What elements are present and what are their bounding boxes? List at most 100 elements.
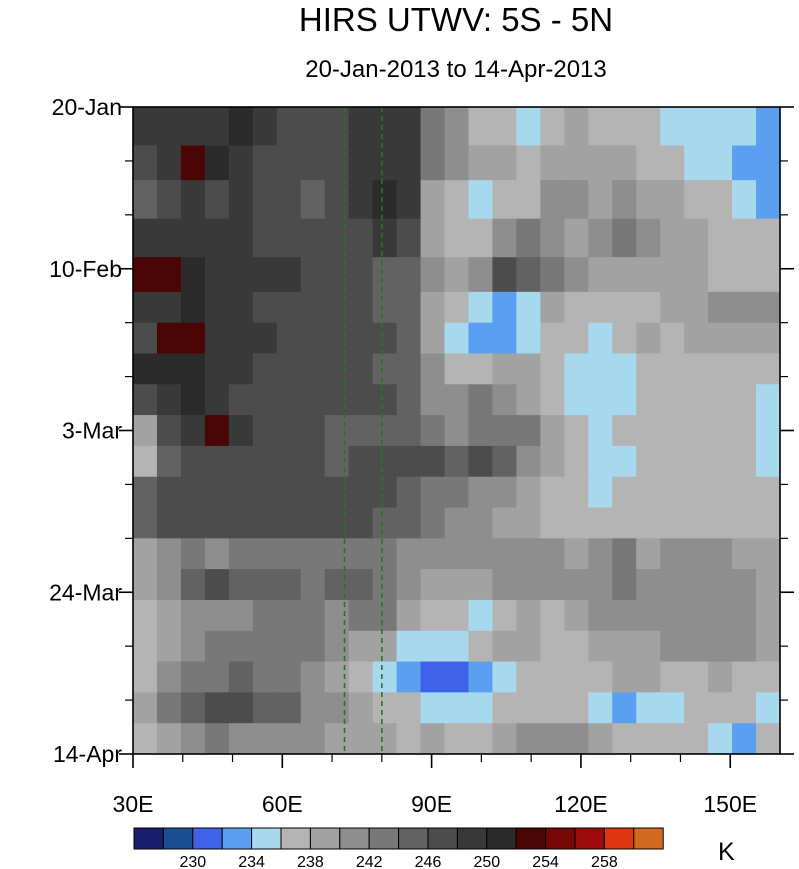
- heatmap-cell: [372, 476, 398, 509]
- heatmap-cell: [180, 599, 206, 632]
- heatmap-cell: [684, 599, 709, 632]
- heatmap-cell: [660, 180, 685, 220]
- heatmap-cell: [300, 445, 326, 478]
- heatmap-cell: [228, 507, 254, 539]
- heatmap-cell: [588, 692, 613, 724]
- heatmap-cell: [516, 145, 541, 181]
- heatmap-cell: [444, 291, 470, 324]
- heatmap-cell: [156, 723, 182, 754]
- heatmap-cell: [228, 180, 254, 220]
- heatmap-cell: [492, 384, 517, 416]
- x-tick-label: 120E: [554, 791, 608, 817]
- heatmap-cell: [684, 107, 709, 147]
- heatmap-cell: [732, 569, 757, 601]
- colorbar-label: 258: [591, 854, 618, 869]
- heatmap-cell: [732, 445, 757, 478]
- heatmap-cell: [180, 180, 206, 220]
- heatmap-cell: [276, 257, 302, 293]
- heatmap-cell: [228, 723, 254, 754]
- heatmap-cell: [756, 291, 780, 324]
- heatmap-cell: [756, 723, 780, 754]
- heatmap-cell: [708, 723, 733, 754]
- heatmap-cell: [636, 180, 661, 220]
- heatmap-cell: [372, 145, 398, 181]
- heatmap-cell: [516, 538, 541, 570]
- heatmap-cell: [540, 692, 565, 724]
- heatmap-cell: [660, 107, 685, 147]
- heatmap-cell: [540, 630, 565, 663]
- heatmap-cell: [420, 353, 446, 385]
- heatmap-cell: [300, 476, 326, 509]
- heatmap-cell: [133, 599, 158, 632]
- heatmap-cell: [636, 384, 661, 416]
- heatmap-cell: [444, 445, 470, 478]
- heatmap-cell: [444, 107, 470, 147]
- heatmap-cell: [564, 353, 589, 385]
- heatmap-cell: [180, 218, 206, 258]
- heatmap-cell: [492, 180, 517, 220]
- heatmap-cell: [252, 291, 278, 324]
- heatmap-cell: [684, 723, 709, 754]
- heatmap-cell: [636, 692, 661, 724]
- heatmap-cell: [300, 415, 326, 447]
- heatmap-cell: [372, 353, 398, 385]
- heatmap-cell: [228, 384, 254, 416]
- heatmap-cell: [252, 145, 278, 181]
- heatmap-cell: [492, 218, 517, 258]
- heatmap-cell: [300, 723, 326, 754]
- heatmap-cell: [468, 476, 494, 509]
- heatmap-cell: [444, 322, 470, 355]
- colorbar-swatch: [368, 827, 400, 850]
- y-tick-label: 20-Jan: [52, 94, 122, 120]
- heatmap-cell: [348, 145, 374, 181]
- heatmap-cell: [396, 145, 422, 181]
- heatmap-cell: [180, 257, 206, 293]
- heatmap-cell: [204, 107, 230, 147]
- heatmap-cell: [612, 322, 637, 355]
- heatmap-cell: [300, 630, 326, 663]
- heatmap-cell: [756, 107, 780, 147]
- heatmap-cell: [396, 630, 422, 663]
- heatmap-cell: [588, 569, 613, 601]
- heatmap-cell: [660, 445, 685, 478]
- heatmap-cell: [300, 353, 326, 385]
- heatmap-cell: [708, 630, 733, 663]
- heatmap-cell: [420, 415, 446, 447]
- heatmap-cell: [348, 630, 374, 663]
- heatmap-cell: [420, 476, 446, 509]
- heatmap-cell: [612, 538, 637, 570]
- heatmap-cell: [732, 476, 757, 509]
- heatmap-cell: [252, 569, 278, 601]
- heatmap-cell: [468, 353, 494, 385]
- heatmap-cell: [156, 569, 182, 601]
- heatmap-cell: [564, 218, 589, 258]
- heatmap-cell: [516, 384, 541, 416]
- colorbar-label: 238: [297, 854, 324, 869]
- heatmap-cell: [228, 661, 254, 693]
- heatmap-cell: [252, 723, 278, 754]
- heatmap-cell: [396, 353, 422, 385]
- x-axis: 30E 60E 90E 120E 150E: [113, 754, 757, 817]
- heatmap-cell: [300, 218, 326, 258]
- heatmap-cell: [420, 723, 446, 754]
- heatmap-cell: [588, 661, 613, 693]
- colorbar-label: 246: [415, 854, 442, 869]
- heatmap-cell: [252, 180, 278, 220]
- heatmap-cell: [204, 661, 230, 693]
- heatmap-cell: [660, 145, 685, 181]
- heatmap-cell: [420, 569, 446, 601]
- heatmap-cell: [564, 291, 589, 324]
- heatmap-cell: [133, 180, 158, 220]
- heatmap-cell: [468, 415, 494, 447]
- heatmap-cell: [324, 661, 350, 693]
- heatmap-cell: [756, 599, 780, 632]
- heatmap-cell: [204, 353, 230, 385]
- heatmap-cell: [420, 630, 446, 663]
- heatmap-cell: [756, 322, 780, 355]
- heatmap-cell: [708, 322, 733, 355]
- heatmap-cell: [732, 630, 757, 663]
- heatmap-cell: [420, 180, 446, 220]
- heatmap-cell: [228, 107, 254, 147]
- heatmap-cell: [732, 384, 757, 416]
- heatmap-cell: [612, 353, 637, 385]
